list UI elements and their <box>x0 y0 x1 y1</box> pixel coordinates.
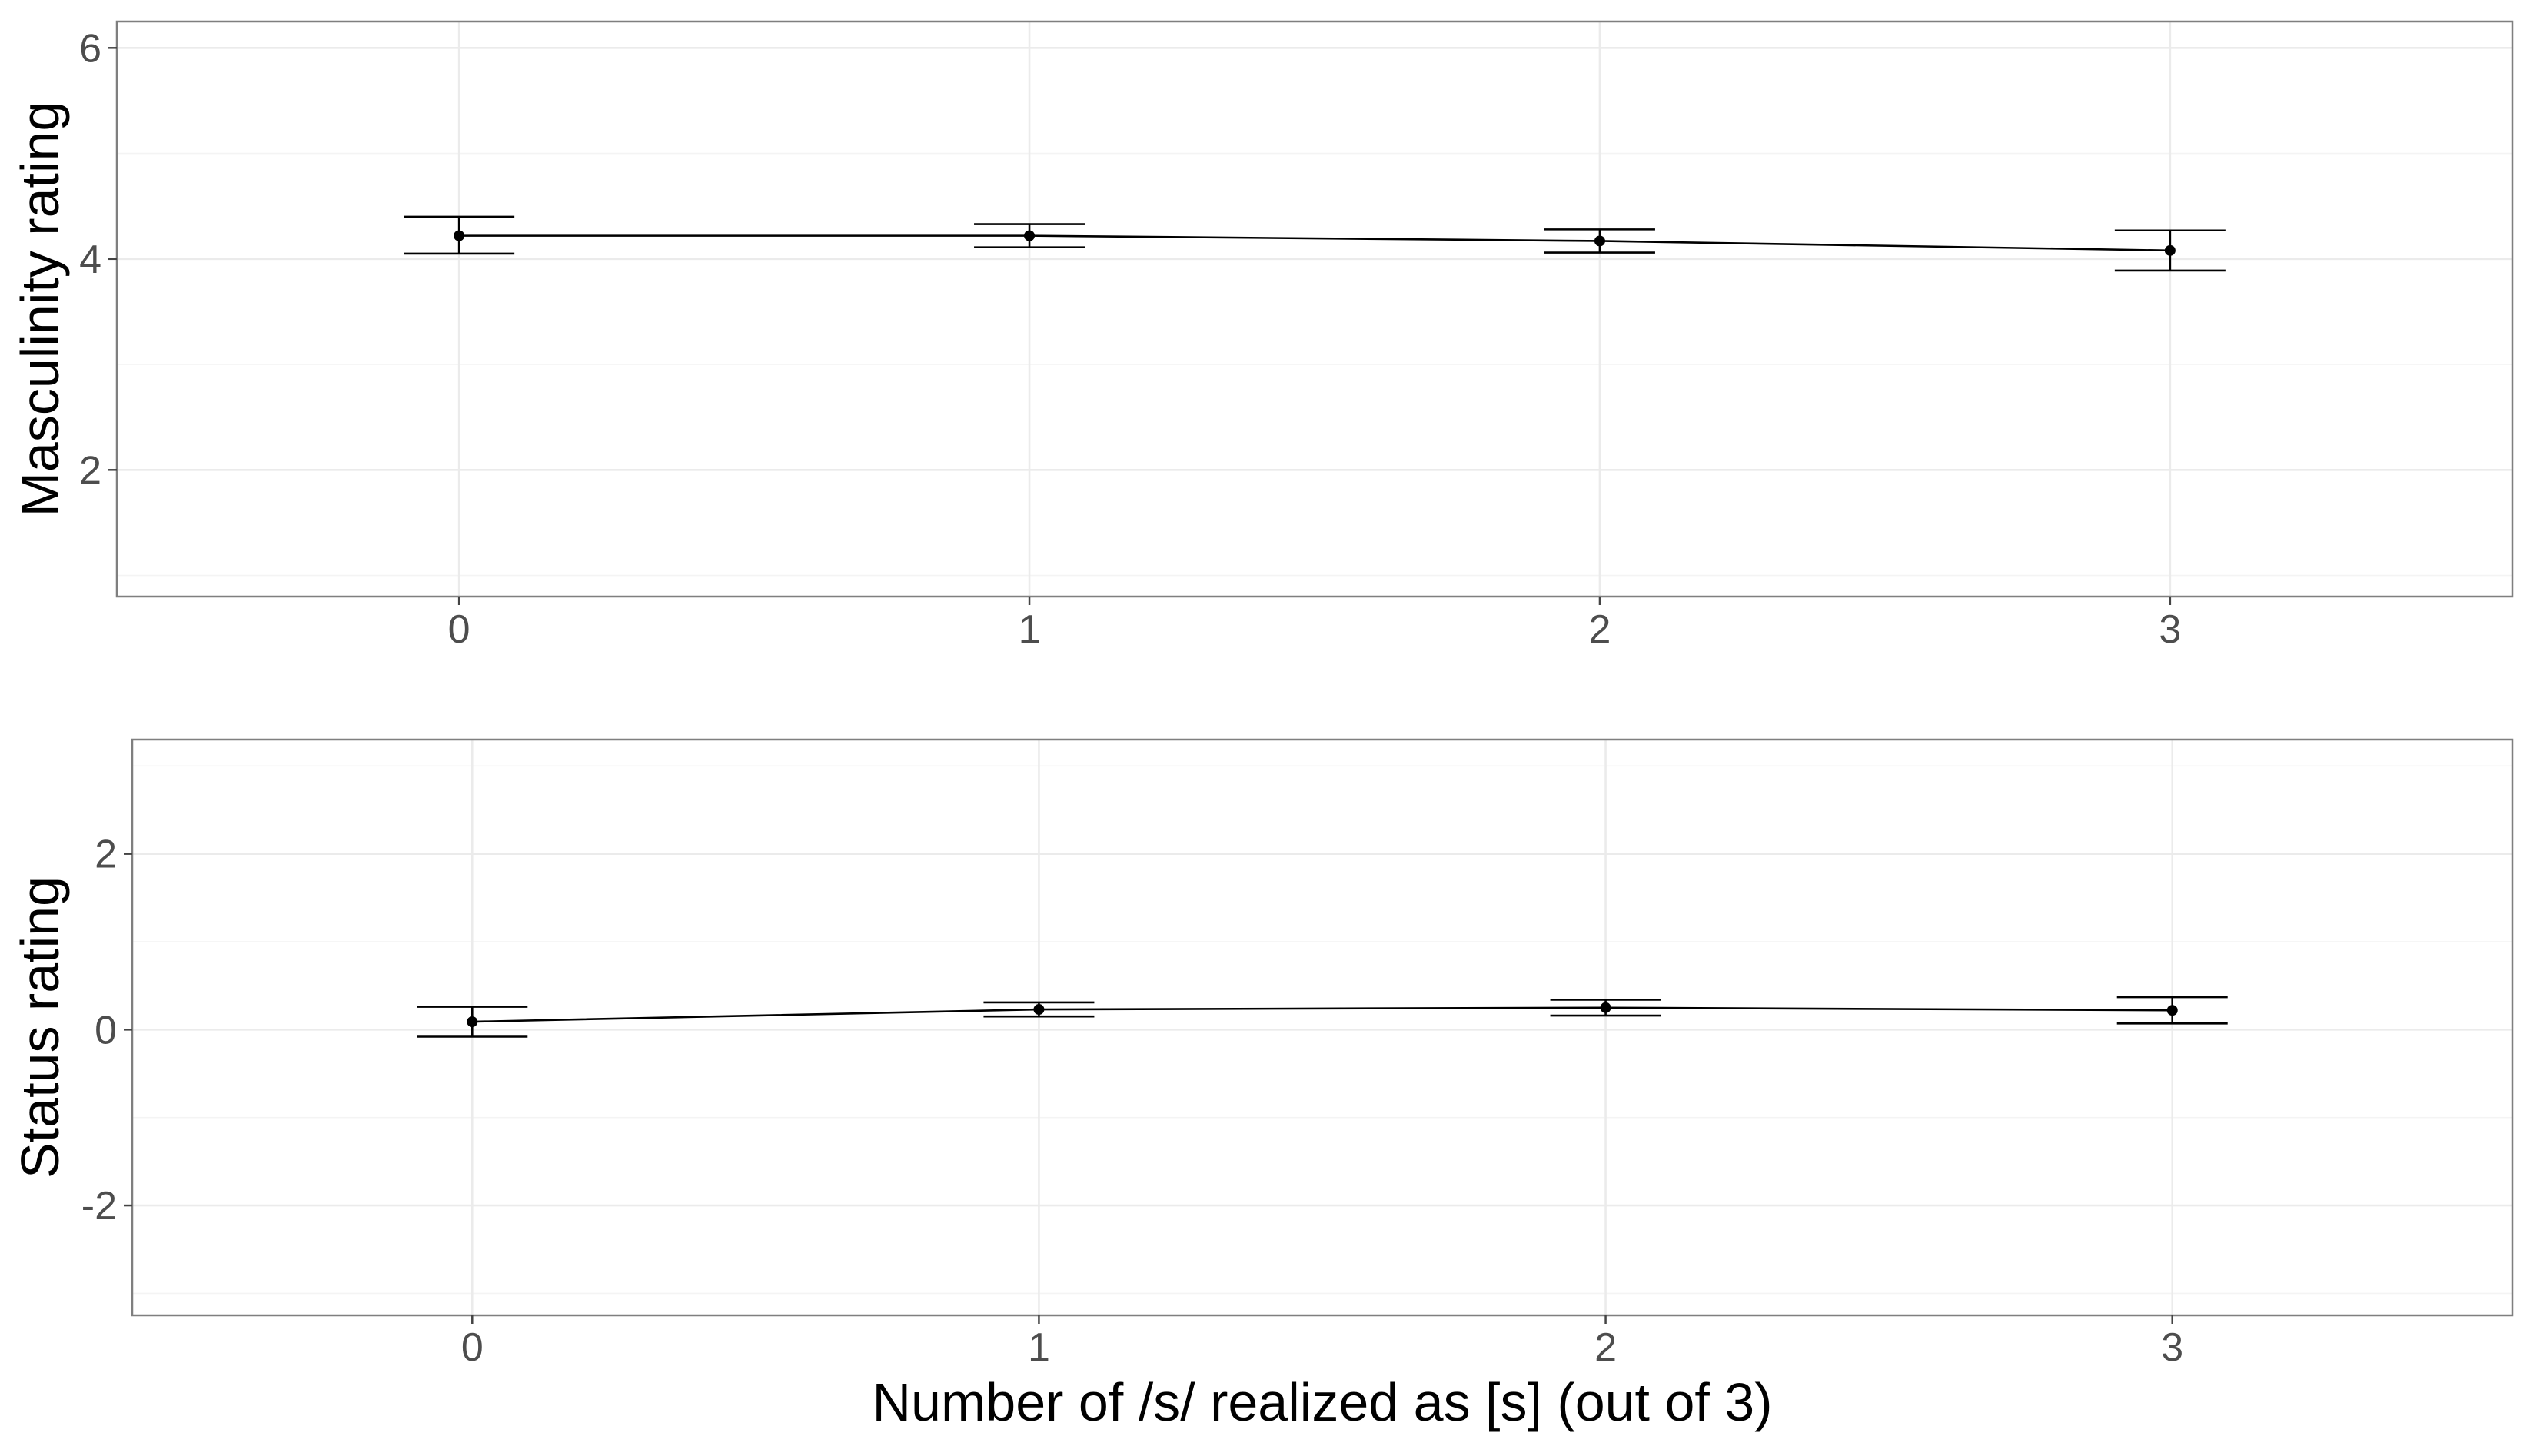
panel-border <box>115 20 2514 598</box>
x-tick-label: 0 <box>461 1325 484 1370</box>
data-point <box>1594 235 1605 247</box>
y-tick-label: -2 <box>81 1184 117 1228</box>
y-tick-label: 6 <box>79 26 101 71</box>
x-tick-label: 2 <box>1594 1325 1617 1370</box>
x-tick-label: 2 <box>1588 607 1611 652</box>
data-point <box>2164 244 2176 256</box>
x-tick-label: 1 <box>1028 1325 1050 1370</box>
status-panel: -2 0 2 0 1 2 3 Status rating <box>10 738 2514 1370</box>
y-tick-label: 2 <box>79 448 101 493</box>
data-point <box>1033 1004 1045 1016</box>
data-point <box>467 1016 478 1028</box>
x-tick-label: 1 <box>1019 607 1041 652</box>
masculinity-panel: 2 4 6 0 1 2 3 Masculinity rating <box>10 20 2514 652</box>
x-tick-label: 0 <box>448 607 470 652</box>
x-axis-title: Number of /s/ realized as [s] (out of 3) <box>872 1372 1772 1432</box>
y-axis-title: Status rating <box>10 876 70 1178</box>
panel-border <box>131 738 2514 1317</box>
y-tick-label: 4 <box>79 238 101 282</box>
data-point <box>1600 1002 1611 1013</box>
data-point <box>454 230 465 241</box>
y-tick-label: 0 <box>95 1008 117 1052</box>
x-tick-label: 3 <box>2161 1325 2183 1370</box>
series-line <box>472 1006 2173 1023</box>
data-point <box>1024 230 1036 241</box>
y-axis-title: Masculinity rating <box>10 101 70 517</box>
x-tick-label: 3 <box>2159 607 2181 652</box>
y-tick-label: 2 <box>95 833 117 877</box>
series-line <box>459 234 2170 252</box>
data-point <box>2166 1005 2178 1016</box>
